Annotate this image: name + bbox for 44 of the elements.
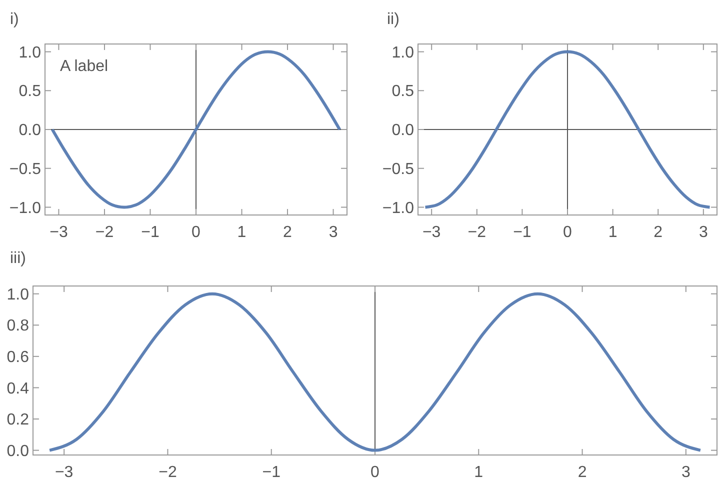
y-tick-label: 1.0: [392, 44, 414, 62]
y-tick-label: 1.0: [18, 44, 42, 62]
x-tick-label: 1: [237, 224, 246, 241]
x-tick-label: −2: [468, 224, 486, 241]
x-tick-label: 0: [563, 224, 572, 241]
x-tick-label: −1: [262, 464, 281, 481]
line-series: [50, 50, 342, 209]
y-tick-label: −0.5: [9, 160, 42, 178]
y-tick-label: 0.5: [392, 83, 414, 100]
y-tick-label: 0.2: [6, 412, 30, 429]
line-series: [424, 50, 712, 209]
x-tick-label: 1: [608, 224, 618, 241]
y-tick-label: 0.6: [6, 349, 30, 366]
line-series: [48, 292, 702, 452]
x-tick-label: −2: [95, 224, 114, 241]
x-tick-label: −3: [54, 464, 74, 481]
x-tick-label: −1: [141, 224, 160, 241]
x-tick-label: 3: [698, 224, 708, 241]
y-tick-label: −0.5: [382, 160, 414, 178]
y-tick-label: 1.0: [6, 286, 30, 304]
y-tick-label: 0.0: [6, 442, 30, 460]
x-tick-label: −2: [158, 464, 177, 481]
x-tick-label: 3: [328, 224, 338, 241]
x-tick-label: 0: [370, 464, 380, 481]
x-tick-label: −3: [422, 224, 441, 241]
x-tick-label: 2: [578, 464, 587, 481]
y-tick-label: 0.0: [392, 122, 414, 140]
y-tick-label: 0.8: [6, 318, 30, 335]
x-tick-label: 0: [192, 224, 201, 241]
chart-title: iii): [10, 250, 26, 267]
x-tick-label: 1: [474, 464, 484, 481]
y-tick-label: 0.4: [6, 380, 30, 398]
y-tick-label: −1.0: [382, 200, 414, 217]
y-tick-label: 0.0: [18, 122, 42, 140]
x-tick-label: 3: [681, 464, 690, 481]
x-tick-label: −1: [513, 224, 532, 241]
y-tick-label: −1.0: [9, 200, 42, 217]
x-tick-label: −3: [50, 224, 68, 241]
annotation: A label: [60, 58, 108, 75]
x-tick-label: 2: [283, 224, 292, 241]
chart-title: i): [10, 11, 19, 28]
chart-title: ii): [387, 11, 400, 28]
y-tick-label: 0.5: [18, 83, 42, 100]
x-tick-label: 2: [654, 224, 663, 241]
